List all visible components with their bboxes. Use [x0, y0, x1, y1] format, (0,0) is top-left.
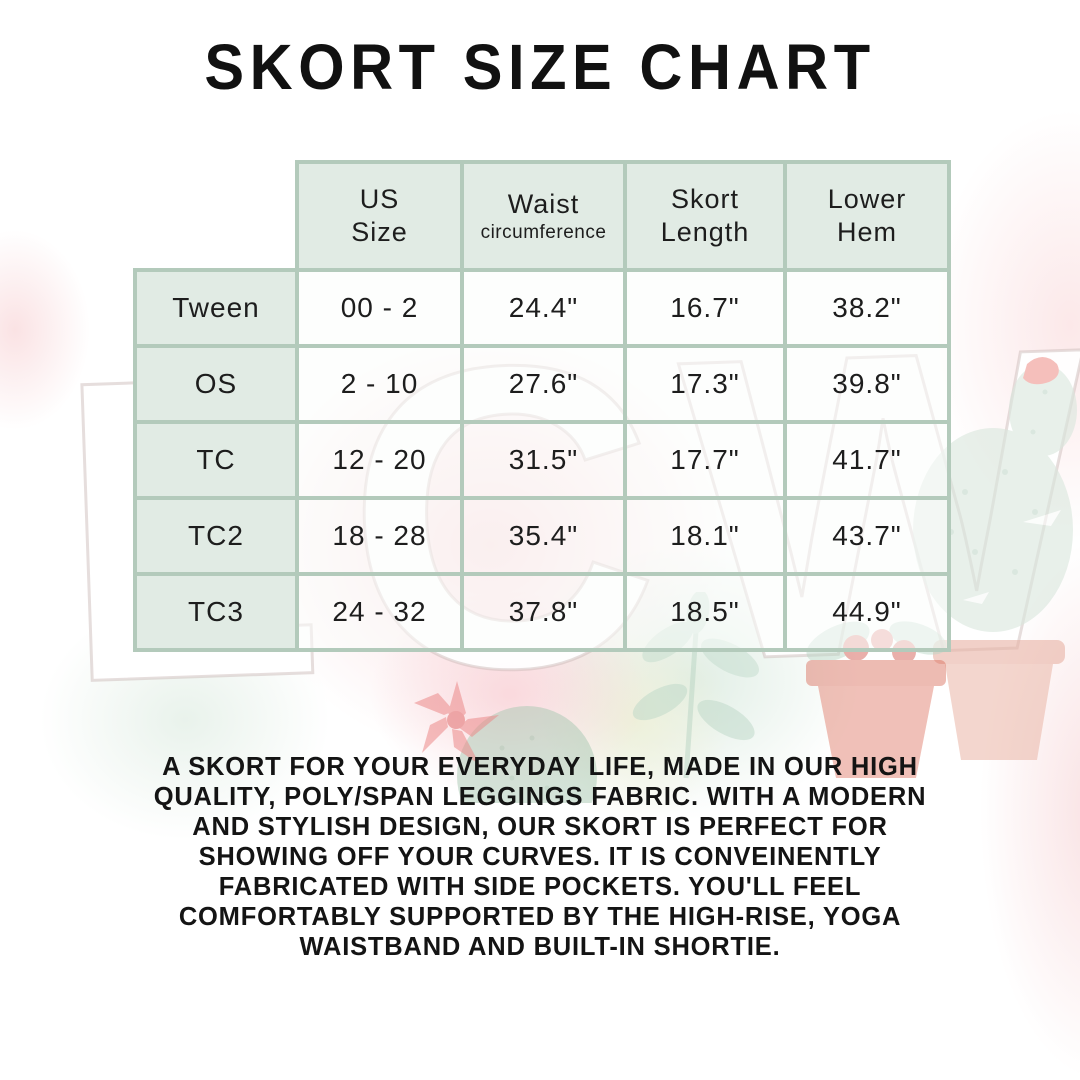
header-line: Skort	[670, 184, 740, 214]
header-line: Size	[351, 217, 408, 247]
header-line: Lower	[827, 184, 907, 214]
table-cell: 31.5"	[460, 420, 627, 500]
table-cell: 00 - 2	[295, 268, 464, 348]
table-cell: 38.2"	[783, 268, 951, 348]
header-line: US	[359, 184, 400, 214]
header-subline: circumference	[480, 221, 607, 243]
table-cell: 24.4"	[460, 268, 627, 348]
table-cell: 18.5"	[623, 572, 787, 652]
column-header-us-size: US Size	[295, 160, 464, 272]
table-cell: 41.7"	[783, 420, 951, 500]
table-cell: 18.1"	[623, 496, 787, 576]
table-cell: 27.6"	[460, 344, 627, 424]
pink-wash	[0, 230, 90, 430]
table-row-tc3: TC3 24 - 32 37.8" 18.5" 44.9"	[133, 572, 951, 652]
column-header-skort-length: Skort Length	[623, 160, 787, 272]
table-cell: 43.7"	[783, 496, 951, 576]
row-label: TC	[133, 420, 299, 500]
column-header-waist: Waist circumference	[460, 160, 627, 272]
table-cell: 35.4"	[460, 496, 627, 576]
table-row-tc2: TC2 18 - 28 35.4" 18.1" 43.7"	[133, 496, 951, 576]
table-cell: 37.8"	[460, 572, 627, 652]
table-cell: 16.7"	[623, 268, 787, 348]
table-cell: 17.7"	[623, 420, 787, 500]
table-cell: 17.3"	[623, 344, 787, 424]
pink-wash	[930, 110, 1080, 540]
row-label: TC3	[133, 572, 299, 652]
product-description: A SKORT FOR YOUR EVERYDAY LIFE, MADE IN …	[153, 753, 927, 961]
table-row-tc: TC 12 - 20 31.5" 17.7" 41.7"	[133, 420, 951, 500]
column-header-lower-hem: Lower Hem	[783, 160, 951, 272]
table-cell: 2 - 10	[295, 344, 464, 424]
row-label: OS	[133, 344, 299, 424]
table-row-tween: Tween 00 - 2 24.4" 16.7" 38.2"	[133, 268, 951, 348]
size-chart-table: US Size Waist circumference Skort Length…	[133, 160, 951, 652]
table-row-os: OS 2 - 10 27.6" 17.3" 39.8"	[133, 344, 951, 424]
table-cell: 44.9"	[783, 572, 951, 652]
header-row: US Size Waist circumference Skort Length…	[135, 160, 951, 272]
page-title: SKORT SIZE CHART	[204, 31, 876, 103]
header-line: Length	[660, 217, 750, 247]
empty-header-cell	[135, 162, 297, 270]
table-cell: 24 - 32	[295, 572, 464, 652]
table-cell: 12 - 20	[295, 420, 464, 500]
table-cell: 39.8"	[783, 344, 951, 424]
header-line: Waist	[507, 188, 580, 219]
header-line: Hem	[836, 217, 897, 247]
row-label: Tween	[133, 268, 299, 348]
row-label: TC2	[133, 496, 299, 576]
table-cell: 18 - 28	[295, 496, 464, 576]
